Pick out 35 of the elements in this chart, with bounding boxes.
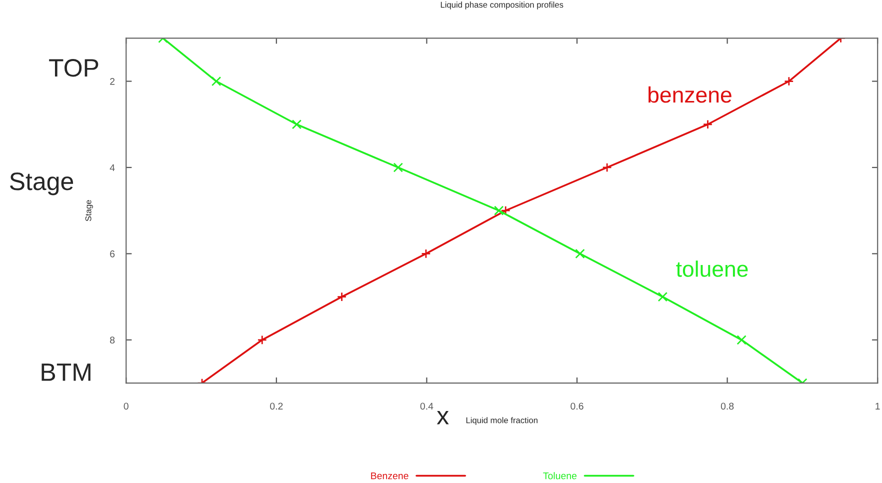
y-tick-label: 4 xyxy=(110,164,115,172)
y-tick-label: 6 xyxy=(110,250,115,258)
x-tick-label: 0.4 xyxy=(420,402,434,410)
point xyxy=(494,206,504,216)
y-tick-label: 2 xyxy=(110,78,115,85)
text: x xyxy=(436,411,449,424)
point xyxy=(702,120,713,130)
point xyxy=(500,206,510,216)
point xyxy=(602,162,612,172)
annotation: benzene xyxy=(648,86,732,103)
chart-title: Liquid phase composition profiles xyxy=(440,2,564,10)
point xyxy=(784,76,794,86)
x-axis-title: Liquid mole fraction xyxy=(466,417,538,425)
text: Toluene xyxy=(543,472,577,480)
x-tick-label: 1 xyxy=(876,402,880,410)
text: Benzene xyxy=(371,472,408,480)
point xyxy=(292,120,302,130)
x-tick-label: 0.8 xyxy=(720,402,734,410)
point xyxy=(336,292,347,302)
y-tick-label: 8 xyxy=(110,336,115,344)
point xyxy=(658,292,668,302)
point xyxy=(211,76,222,86)
point xyxy=(421,248,431,259)
x-tick-label: 0.2 xyxy=(270,402,283,410)
point xyxy=(393,162,404,172)
text: BTM xyxy=(42,364,90,381)
x-tick-label: 0.6 xyxy=(570,402,584,410)
y-axis-title: Stage xyxy=(85,200,93,222)
text: TOP xyxy=(49,59,98,77)
point xyxy=(575,248,585,259)
point xyxy=(736,335,746,345)
x-tick-label: 0 xyxy=(124,402,128,410)
annotation: toluene xyxy=(676,260,748,277)
text: Stage xyxy=(10,172,74,196)
point xyxy=(257,335,268,345)
